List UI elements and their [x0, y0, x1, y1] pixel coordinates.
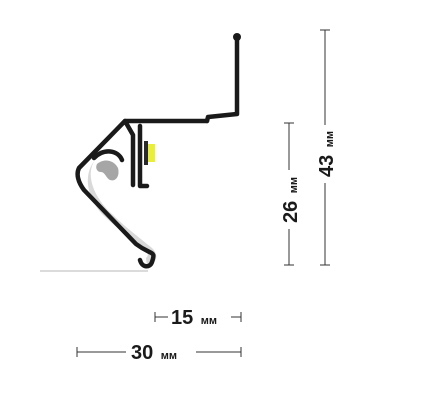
diffuser	[87, 160, 157, 266]
svg-text:15 мм: 15 мм	[171, 307, 217, 329]
led-strip	[148, 144, 155, 162]
dim-15-value: 15	[171, 307, 193, 329]
dim-30-value: 30	[131, 342, 153, 364]
dim-43-unit: мм	[324, 131, 336, 147]
dim-30-unit: мм	[161, 350, 177, 362]
dimension-height-total: 43 мм	[316, 29, 338, 266]
svg-text:30 мм: 30 мм	[131, 342, 177, 364]
seal-gasket	[96, 160, 119, 181]
dim-43-value: 43	[316, 155, 338, 177]
dim-15-unit: мм	[201, 315, 217, 327]
dim-26-unit: мм	[288, 177, 300, 193]
svg-text:26 мм: 26 мм	[280, 177, 302, 223]
dim-26-value: 26	[280, 201, 302, 223]
led-strip-base	[144, 141, 148, 165]
flange-end-cap	[233, 33, 241, 41]
svg-text:43 мм: 43 мм	[316, 131, 338, 177]
dimension-height-inner: 26 мм	[280, 122, 302, 266]
dimension-width-inner: 15 мм	[154, 307, 242, 329]
dimension-width-total: 30 мм	[76, 342, 242, 364]
aluminium-profile	[75, 33, 240, 269]
